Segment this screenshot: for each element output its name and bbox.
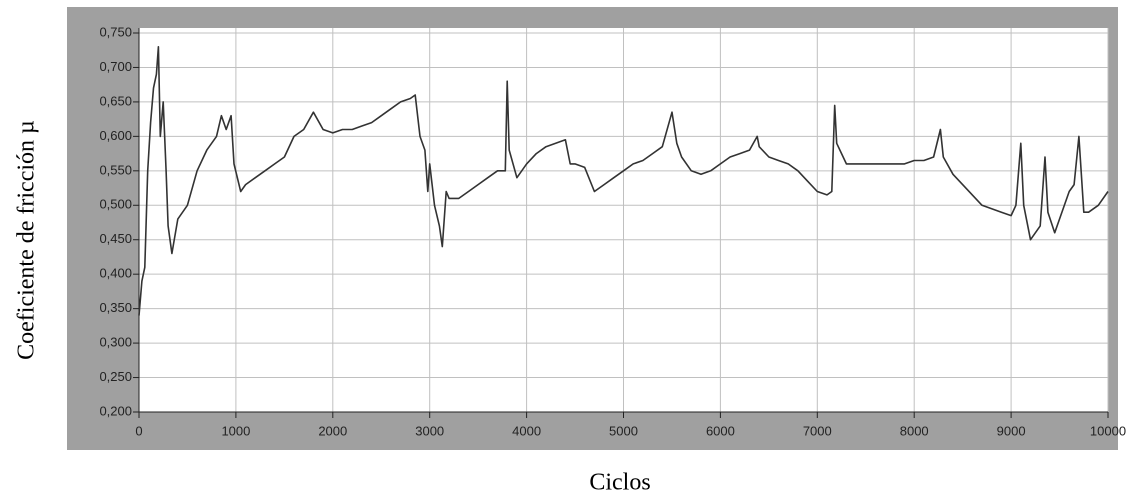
y-tick-label: 0,500: [99, 197, 132, 212]
y-tick-label: 0,750: [99, 24, 132, 39]
y-tick-label: 0,600: [99, 128, 132, 143]
y-axis-title: Coeficiente de fricción µ: [14, 120, 40, 360]
y-tick-label: 0,550: [99, 162, 132, 177]
x-tick-label: 0: [135, 423, 142, 438]
x-tick-label: 7000: [803, 423, 832, 438]
data-line: [138, 46, 1109, 316]
y-tick-label: 0,650: [99, 93, 132, 108]
y-tick-label: 0,250: [99, 369, 132, 384]
y-tick-label: 0,400: [99, 266, 132, 281]
x-tick-label: 5000: [609, 423, 638, 438]
x-tick-label: 9000: [997, 423, 1026, 438]
x-tick-label: 10000: [1090, 423, 1126, 438]
x-tick-label: 8000: [900, 423, 929, 438]
y-tick-label: 0,300: [99, 335, 132, 350]
x-tick-label: 6000: [706, 423, 735, 438]
x-tick-label: 2000: [318, 423, 347, 438]
y-tick-label: 0,200: [99, 403, 132, 418]
x-tick-label: 4000: [512, 423, 541, 438]
y-tick-label: 0,700: [99, 59, 132, 74]
x-axis-title: Ciclos: [589, 470, 650, 496]
x-tick-label: 3000: [415, 423, 444, 438]
y-tick-label: 0,450: [99, 231, 132, 246]
x-tick-label: 1000: [221, 423, 250, 438]
y-tick-label: 0,350: [99, 300, 132, 315]
